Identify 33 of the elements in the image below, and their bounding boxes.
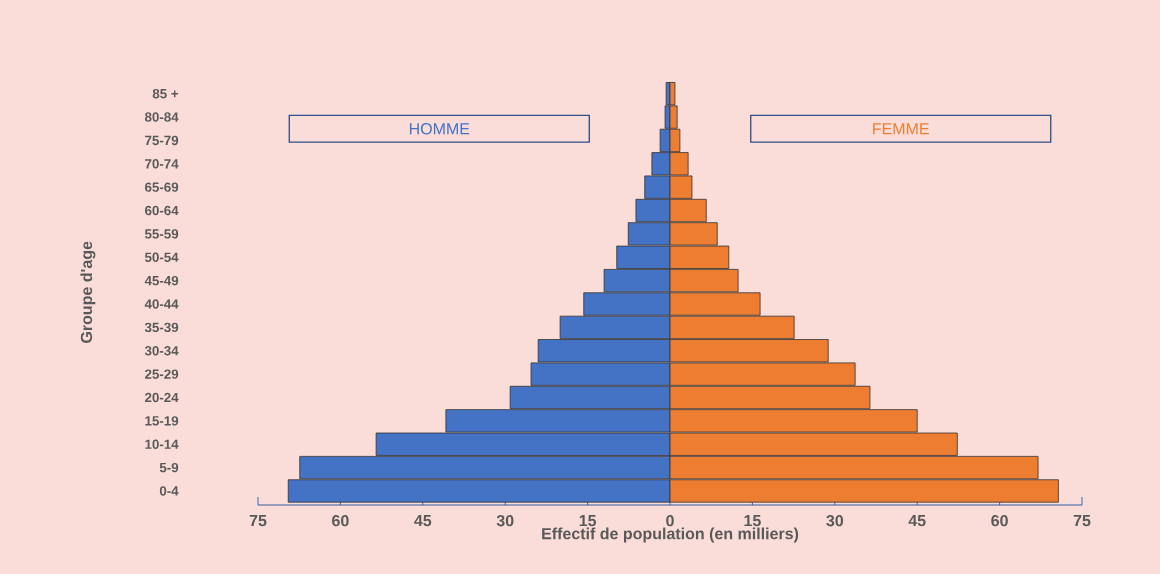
x-tick-label: 60: [991, 515, 1008, 527]
x-axis-title: Effectif de population (en milliers): [542, 527, 799, 543]
y-tick-label: 75-79: [145, 135, 179, 146]
text: HOMME: [409, 123, 470, 135]
y-tick-label: 35-39: [144, 322, 179, 333]
y-tick-label: 30-34: [144, 346, 179, 356]
text: FEMME: [873, 123, 929, 135]
y-tick-label: 60-64: [145, 205, 179, 216]
y-tick-label: 85 +: [152, 88, 179, 99]
y-tick-label: 0-4: [159, 486, 179, 496]
x-tick-label: 0: [666, 515, 674, 527]
x-tick-label: 45: [908, 515, 926, 527]
x-tick-label: 15: [744, 515, 761, 527]
y-tick-label: 15-19: [145, 416, 179, 426]
y-tick-label: 20-24: [144, 392, 179, 403]
y-tick-label: 80-84: [144, 112, 179, 122]
x-tick-label: 30: [496, 515, 514, 527]
x-tick-label: 30: [826, 515, 844, 527]
y-tick-label: 65-69: [145, 182, 179, 192]
x-tick-label: 75: [249, 515, 267, 527]
y-tick-label: 5-9: [159, 462, 179, 473]
x-tick-label: 75: [1073, 515, 1091, 527]
y-tick-label: 10-14: [145, 439, 179, 449]
y-tick-label: 25-29: [144, 369, 179, 379]
y-tick-label: 50-54: [144, 252, 179, 262]
y-tick-label: 40-44: [144, 299, 179, 309]
y-tick-label: 55-59: [144, 229, 179, 239]
x-tick-label: 45: [414, 515, 432, 527]
x-tick-label: 60: [332, 515, 349, 527]
x-tick-label: 15: [579, 515, 597, 527]
y-axis-title: Groupe d'age: [80, 241, 96, 343]
y-tick-label: 45-49: [144, 275, 179, 286]
y-tick-label: 70-74: [145, 159, 179, 169]
